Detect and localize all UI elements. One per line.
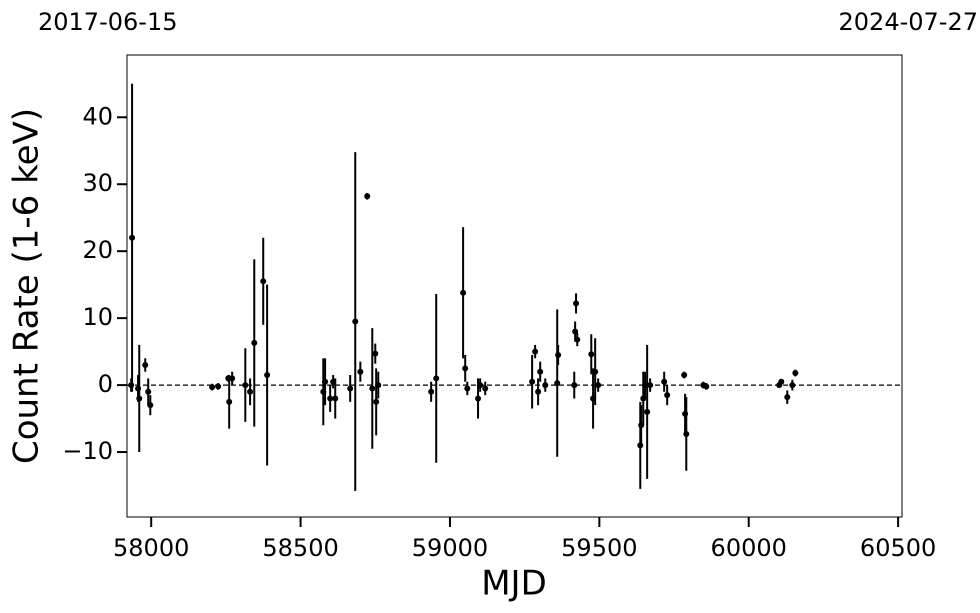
- point: [327, 395, 334, 402]
- point: [529, 378, 536, 385]
- point: [482, 385, 489, 392]
- point: [542, 382, 549, 389]
- point: [535, 388, 542, 395]
- point: [464, 385, 471, 392]
- point: [357, 368, 364, 375]
- start-date: 2017-06-15: [38, 8, 177, 36]
- point: [260, 278, 267, 285]
- point: [129, 234, 136, 241]
- point: [778, 378, 785, 385]
- y-tick-label: 20: [82, 236, 113, 264]
- point: [784, 394, 791, 401]
- x-tick-label: 59000: [412, 534, 488, 562]
- y-tick-label: 10: [82, 303, 113, 331]
- point: [322, 378, 329, 385]
- point: [573, 300, 580, 307]
- point: [664, 392, 671, 399]
- point: [209, 384, 216, 391]
- point: [251, 339, 258, 346]
- point: [644, 408, 651, 415]
- point: [128, 382, 135, 389]
- y-tick-label: 30: [82, 169, 113, 197]
- point: [554, 380, 561, 387]
- point: [462, 365, 469, 372]
- point: [532, 348, 539, 355]
- x-tick-label: 58500: [262, 534, 338, 562]
- point: [789, 382, 796, 389]
- point: [537, 368, 544, 375]
- point: [792, 370, 799, 377]
- point: [428, 388, 435, 395]
- point: [264, 372, 271, 379]
- point: [142, 362, 149, 369]
- y-tick-label: 40: [82, 102, 113, 130]
- x-tick-label: 58000: [113, 534, 189, 562]
- point: [592, 368, 599, 375]
- y-tick-label: −10: [62, 437, 113, 465]
- x-tick-label: 60000: [711, 534, 787, 562]
- y-axis-label: Count Rate (1-6 keV): [7, 108, 47, 464]
- point: [332, 395, 339, 402]
- point: [683, 430, 690, 437]
- point: [460, 289, 467, 296]
- plot-frame: [126, 54, 903, 518]
- point: [595, 382, 602, 389]
- point: [215, 383, 222, 390]
- point: [681, 372, 688, 379]
- point: [647, 382, 654, 389]
- point: [475, 395, 482, 402]
- point: [352, 318, 359, 325]
- point: [661, 378, 668, 385]
- point: [375, 382, 382, 389]
- point: [147, 402, 154, 409]
- point: [229, 375, 236, 382]
- point: [555, 351, 562, 358]
- point: [242, 382, 249, 389]
- point: [226, 398, 233, 405]
- x-tick-label: 60500: [860, 534, 936, 562]
- point: [136, 395, 143, 402]
- end-date: 2024-07-27: [839, 8, 978, 36]
- x-axis-label: MJD: [481, 564, 547, 604]
- point: [588, 351, 595, 358]
- point: [372, 350, 379, 357]
- point: [703, 383, 710, 390]
- point: [145, 388, 152, 395]
- point: [347, 385, 354, 392]
- point: [433, 375, 440, 382]
- point: [574, 336, 581, 343]
- point: [247, 388, 254, 395]
- point: [477, 382, 484, 389]
- point: [364, 193, 371, 200]
- point: [373, 398, 380, 405]
- x-tick-label: 59500: [561, 534, 637, 562]
- point: [571, 382, 578, 389]
- point: [369, 385, 376, 392]
- y-tick-label: 0: [98, 370, 113, 398]
